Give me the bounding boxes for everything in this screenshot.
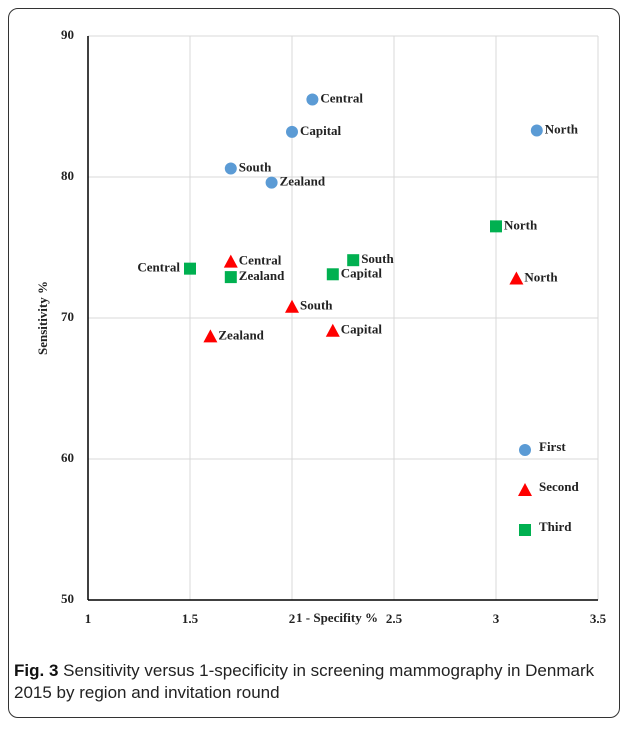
point-label: Capital xyxy=(300,123,342,138)
data-point xyxy=(285,299,299,313)
data-point xyxy=(530,124,543,137)
legend-marker xyxy=(519,524,531,536)
point-label: North xyxy=(524,270,558,285)
data-point xyxy=(306,93,319,106)
x-tick-label: 2.5 xyxy=(386,611,403,626)
data-point xyxy=(490,220,502,233)
data-point xyxy=(224,162,237,175)
point-label: Zealand xyxy=(239,268,285,283)
point-label: Capital xyxy=(341,322,383,337)
y-axis-title: Sensitivity % xyxy=(35,281,50,355)
data-point xyxy=(326,268,339,281)
legend-label: Second xyxy=(539,479,580,494)
chart: 1 - Specifity % Sensitivity % 50 60 70 80 90… xyxy=(35,27,607,626)
x-tick-label: 3.5 xyxy=(590,611,607,626)
x-tick-label: 1.5 xyxy=(182,611,199,626)
legend-label: Third xyxy=(539,519,572,534)
point-label: Capital xyxy=(341,265,383,280)
legend-marker xyxy=(519,444,531,456)
x-tick-label: 2 xyxy=(289,611,296,626)
data-point xyxy=(509,271,524,285)
point-label: North xyxy=(545,121,579,136)
data-point xyxy=(184,262,196,275)
point-label: North xyxy=(504,217,538,232)
data-point xyxy=(286,125,298,138)
figure-frame xyxy=(8,8,620,718)
point-label: Central xyxy=(137,260,180,275)
legend-label: First xyxy=(539,439,566,454)
x-tick-label: 1 xyxy=(85,611,92,626)
point-label: Zealand xyxy=(280,174,326,189)
data-point xyxy=(325,323,340,337)
point-label: Central xyxy=(320,90,363,105)
data-point xyxy=(224,271,237,284)
point-label: South xyxy=(300,298,333,313)
y-tick-label: 70 xyxy=(61,309,74,324)
y-tick-label: 80 xyxy=(61,168,74,183)
x-axis-title: 1 - Specifity % xyxy=(296,610,378,625)
data-point xyxy=(223,254,238,268)
caption-text: Sensitivity versus 1-specificity in scre… xyxy=(14,661,595,702)
legend-marker xyxy=(518,483,532,496)
x-tick-label: 3 xyxy=(493,611,500,626)
caption-label: Fig. 3 xyxy=(14,661,59,680)
data-point xyxy=(347,254,360,267)
point-label: Zealand xyxy=(218,327,264,342)
y-tick-label: 50 xyxy=(61,591,74,606)
caption: Fig. 3 Sensitivity versus 1-specificity … xyxy=(14,660,614,704)
y-tick-label: 60 xyxy=(61,450,74,465)
y-tick-label: 90 xyxy=(61,27,74,42)
point-label: South xyxy=(361,251,394,266)
point-label: Central xyxy=(239,253,282,268)
point-label: South xyxy=(239,160,272,175)
data-point xyxy=(203,329,218,343)
data-point xyxy=(265,176,278,189)
